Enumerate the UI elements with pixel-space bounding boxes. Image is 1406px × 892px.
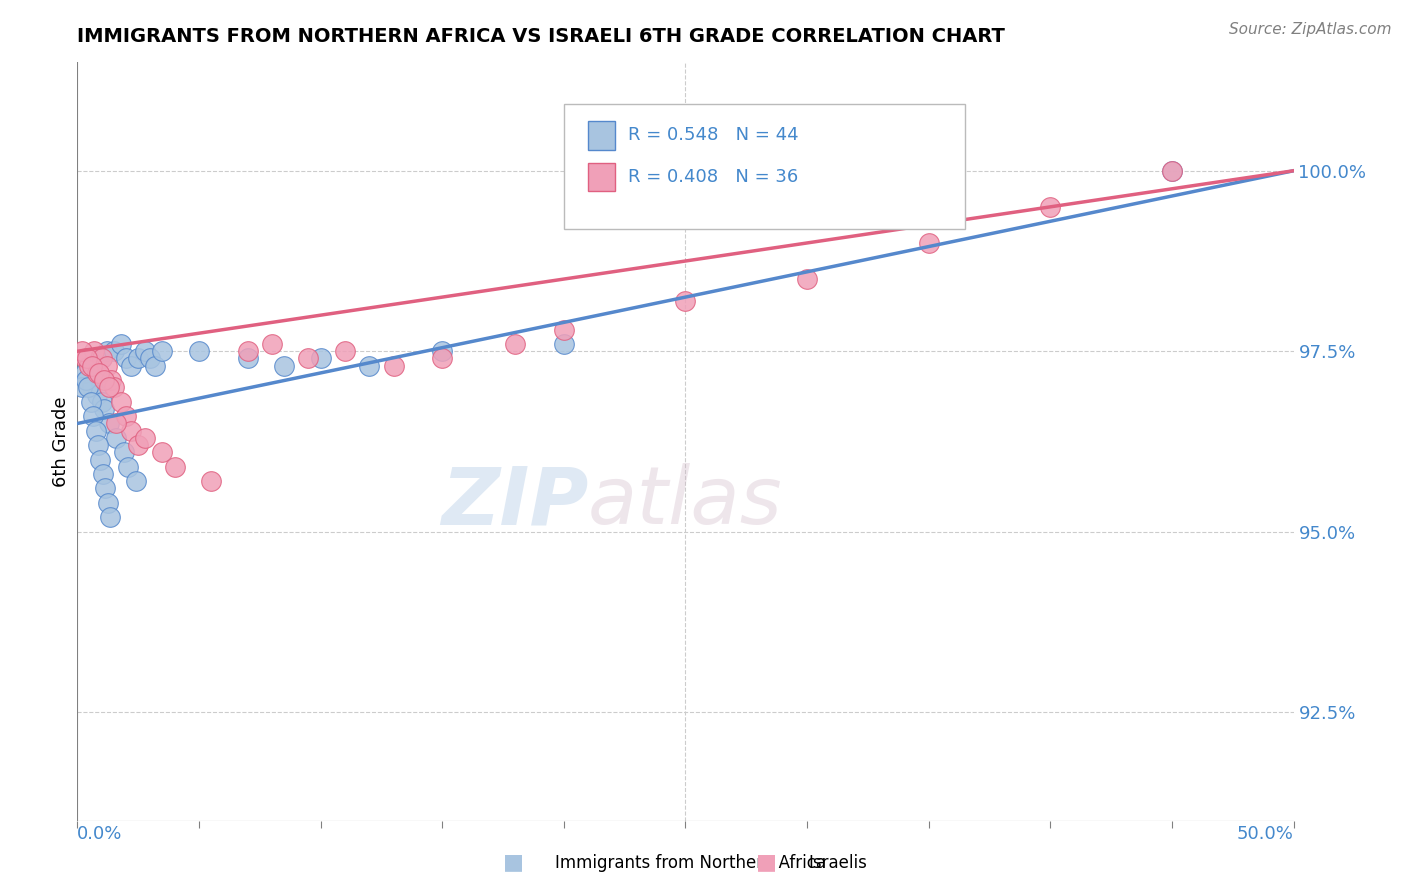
Point (79, 359, 101, 373)
Point (120, 359, 142, 373)
Point (82, 409, 104, 424)
Point (70, 380, 93, 394)
Point (76, 373, 98, 387)
Point (134, 344, 156, 359)
Point (96, 344, 118, 359)
Point (80, 380, 103, 394)
Point (89, 452, 111, 467)
Y-axis label: 6th Grade: 6th Grade (52, 396, 70, 487)
Text: R = 0.408   N = 36: R = 0.408 N = 36 (628, 168, 799, 186)
Point (143, 359, 166, 373)
Text: ZIP: ZIP (440, 463, 588, 541)
FancyBboxPatch shape (564, 104, 965, 229)
Point (1161, 163, 1184, 178)
Point (260, 337, 283, 351)
Text: ■: ■ (503, 853, 523, 872)
Point (430, 351, 453, 366)
Point (80, 394, 103, 409)
Point (70, 344, 93, 359)
Text: ■: ■ (756, 853, 776, 872)
Point (103, 344, 125, 359)
Point (98, 510, 121, 524)
Point (86, 366, 108, 380)
Point (333, 344, 356, 359)
Text: 0.0%: 0.0% (77, 825, 122, 843)
Point (94, 482, 117, 496)
Point (80, 359, 103, 373)
Point (115, 351, 138, 366)
Point (675, 293, 697, 308)
Point (76, 351, 98, 366)
Point (503, 337, 526, 351)
Point (89, 366, 111, 380)
Point (553, 337, 575, 351)
Point (93, 402, 115, 417)
Text: atlas: atlas (588, 463, 783, 541)
Point (127, 438, 149, 452)
Point (73, 351, 96, 366)
Point (96, 359, 118, 373)
Point (553, 323, 575, 337)
Point (1161, 163, 1184, 178)
Point (83, 344, 105, 359)
Point (90, 394, 112, 409)
Point (152, 344, 174, 359)
Point (105, 431, 128, 445)
FancyBboxPatch shape (588, 162, 614, 191)
Text: Israelis: Israelis (808, 855, 868, 872)
Text: Immigrants from Northern Africa: Immigrants from Northern Africa (555, 855, 827, 872)
Point (918, 235, 941, 250)
Point (200, 475, 222, 489)
Point (1039, 200, 1062, 214)
Point (97, 417, 120, 431)
Point (127, 351, 149, 366)
Point (86, 387, 108, 401)
Point (382, 359, 405, 373)
Point (152, 445, 174, 459)
Text: Source: ZipAtlas.com: Source: ZipAtlas.com (1229, 22, 1392, 37)
FancyBboxPatch shape (588, 120, 614, 150)
Point (79, 359, 101, 373)
Text: 50.0%: 50.0% (1237, 825, 1294, 843)
Point (93, 373, 115, 387)
Point (273, 359, 295, 373)
Point (110, 337, 132, 351)
Point (134, 431, 156, 445)
Point (117, 459, 139, 474)
Point (75, 373, 97, 387)
Text: IMMIGRANTS FROM NORTHERN AFRICA VS ISRAELI 6TH GRADE CORRELATION CHART: IMMIGRANTS FROM NORTHERN AFRICA VS ISRAE… (77, 27, 1005, 45)
Point (139, 351, 162, 366)
Point (87, 438, 110, 452)
Point (309, 351, 332, 366)
Point (110, 394, 132, 409)
Point (163, 459, 186, 474)
Point (115, 409, 138, 424)
Point (188, 344, 211, 359)
Point (97, 380, 120, 394)
Point (100, 373, 122, 387)
Point (236, 351, 259, 366)
Point (359, 359, 381, 373)
Point (120, 424, 142, 438)
Point (796, 272, 818, 286)
Point (112, 445, 135, 459)
Point (97, 496, 120, 510)
Point (297, 351, 319, 366)
Point (90, 351, 112, 366)
Point (236, 344, 259, 359)
Text: R = 0.548   N = 44: R = 0.548 N = 44 (628, 127, 799, 145)
Point (430, 344, 453, 359)
Point (84, 424, 107, 438)
Point (77, 380, 100, 394)
Point (103, 380, 125, 394)
Point (90, 351, 112, 366)
Point (91, 467, 114, 481)
Point (125, 475, 148, 489)
Point (918, 178, 941, 193)
Point (73, 366, 96, 380)
Point (105, 417, 128, 431)
